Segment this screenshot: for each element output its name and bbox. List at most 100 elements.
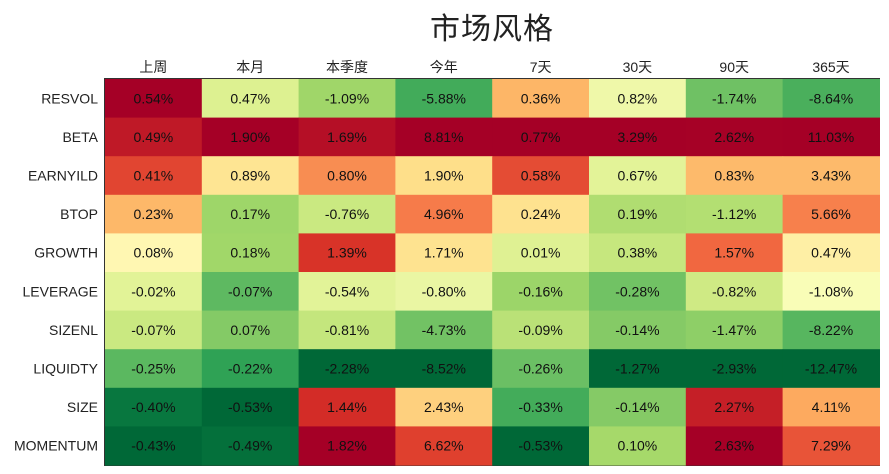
cell-value-label: 0.08% <box>134 245 174 261</box>
cell-value-label: 0.77% <box>521 129 561 145</box>
heatmap-cell <box>395 310 493 350</box>
cell-value-label: -0.07% <box>131 322 175 338</box>
chart-title: 市场风格 <box>430 12 554 47</box>
heatmap-cell <box>685 310 784 350</box>
heatmap-cell <box>298 310 396 350</box>
heatmap-cell <box>589 272 687 312</box>
cell-value-label: -0.02% <box>131 283 175 299</box>
row-header: BETA <box>62 129 98 145</box>
heatmap-cell <box>589 194 687 234</box>
heatmap-cell <box>395 156 493 196</box>
column-header: 30天 <box>623 59 653 75</box>
cell-value-label: -0.14% <box>615 322 659 338</box>
column-header: 本季度 <box>326 59 368 75</box>
cell-value-label: 0.38% <box>618 245 658 261</box>
heatmap-cell <box>298 349 396 389</box>
cell-value-label: 1.90% <box>424 168 464 184</box>
cell-value-label: 1.82% <box>327 438 367 454</box>
heatmap-cell <box>201 272 300 312</box>
heatmap-cell <box>492 156 590 196</box>
cell-value-label: -0.07% <box>228 283 272 299</box>
heatmap-cell <box>589 117 687 157</box>
heatmap-cell <box>685 233 784 273</box>
heatmap-cell <box>395 79 493 119</box>
heatmap-cell <box>395 117 493 157</box>
cell-value-label: 0.49% <box>134 129 174 145</box>
cell-value-label: 0.89% <box>230 168 270 184</box>
heatmap-cell <box>105 117 203 157</box>
heatmap-cell <box>395 194 493 234</box>
column-header: 本月 <box>236 59 264 75</box>
heatmap-cell <box>492 272 590 312</box>
heatmap-cell <box>201 79 300 119</box>
cell-value-label: 0.10% <box>618 438 658 454</box>
cell-value-label: 6.62% <box>424 438 464 454</box>
row-header: RESVOL <box>41 90 98 106</box>
cell-value-label: -0.54% <box>325 283 369 299</box>
cell-value-label: 2.27% <box>714 399 754 415</box>
heatmap-cell <box>492 387 590 427</box>
cell-value-label: -4.73% <box>422 322 466 338</box>
heatmap-cell <box>589 156 687 196</box>
cell-value-label: 1.69% <box>327 129 367 145</box>
cell-value-label: 0.17% <box>230 206 270 222</box>
cell-value-label: 0.01% <box>521 245 561 261</box>
heatmap-cell <box>298 79 396 119</box>
column-header: 上周 <box>139 59 167 75</box>
column-header: 7天 <box>530 59 552 75</box>
heatmap-cell <box>589 310 687 350</box>
heatmap-cell <box>492 426 590 466</box>
cell-value-label: -0.76% <box>325 206 369 222</box>
cell-value-label: 0.82% <box>618 90 658 106</box>
cell-value-label: -0.40% <box>131 399 175 415</box>
cell-value-label: 8.81% <box>424 129 464 145</box>
cell-value-label: -1.27% <box>615 361 659 377</box>
heatmap-cell <box>782 387 880 427</box>
heatmap-cell <box>589 233 687 273</box>
cell-value-label: 0.54% <box>134 90 174 106</box>
cell-value-label: -0.28% <box>615 283 659 299</box>
row-header: SIZE <box>67 399 98 415</box>
heatmap-cell <box>685 194 784 234</box>
heatmap-cell <box>782 194 880 234</box>
column-header: 365天 <box>812 59 849 75</box>
cell-value-label: -0.43% <box>131 438 175 454</box>
heatmap-cell <box>105 156 203 196</box>
heatmap-cell <box>685 349 784 389</box>
heatmap-cell <box>685 387 784 427</box>
heatmap-cell <box>589 79 687 119</box>
cell-value-label: 2.63% <box>714 438 754 454</box>
row-header: GROWTH <box>34 245 98 261</box>
cell-value-label: 1.71% <box>424 245 464 261</box>
cell-value-label: -2.28% <box>325 361 369 377</box>
column-header: 90天 <box>719 59 749 75</box>
cell-value-label: -0.82% <box>712 283 756 299</box>
heatmap-cell <box>782 272 880 312</box>
heatmap-cell <box>685 272 784 312</box>
cell-value-label: 0.24% <box>521 206 561 222</box>
heatmap-cell <box>298 272 396 312</box>
cell-value-label: -0.22% <box>228 361 272 377</box>
cell-value-label: 0.07% <box>230 322 270 338</box>
heatmap-cell <box>492 233 590 273</box>
heatmap-cell <box>201 194 300 234</box>
heatmap-cell <box>298 117 396 157</box>
cell-value-label: -8.52% <box>422 361 466 377</box>
cell-value-label: 0.47% <box>811 245 851 261</box>
cell-value-label: 0.83% <box>714 168 754 184</box>
heatmap-cell <box>105 272 203 312</box>
cell-value-label: 4.96% <box>424 206 464 222</box>
heatmap-cell <box>201 233 300 273</box>
heatmap-cell <box>492 310 590 350</box>
heatmap-cell <box>105 387 203 427</box>
heatmap-cell <box>589 426 687 466</box>
heatmap-cell <box>105 310 203 350</box>
cell-value-label: -1.12% <box>712 206 756 222</box>
cell-value-label: 2.62% <box>714 129 754 145</box>
heatmap-cell <box>298 233 396 273</box>
heatmap-cell <box>395 233 493 273</box>
cell-value-label: 7.29% <box>811 438 851 454</box>
row-header: LEVERAGE <box>23 283 98 299</box>
cell-value-label: -1.08% <box>809 283 853 299</box>
